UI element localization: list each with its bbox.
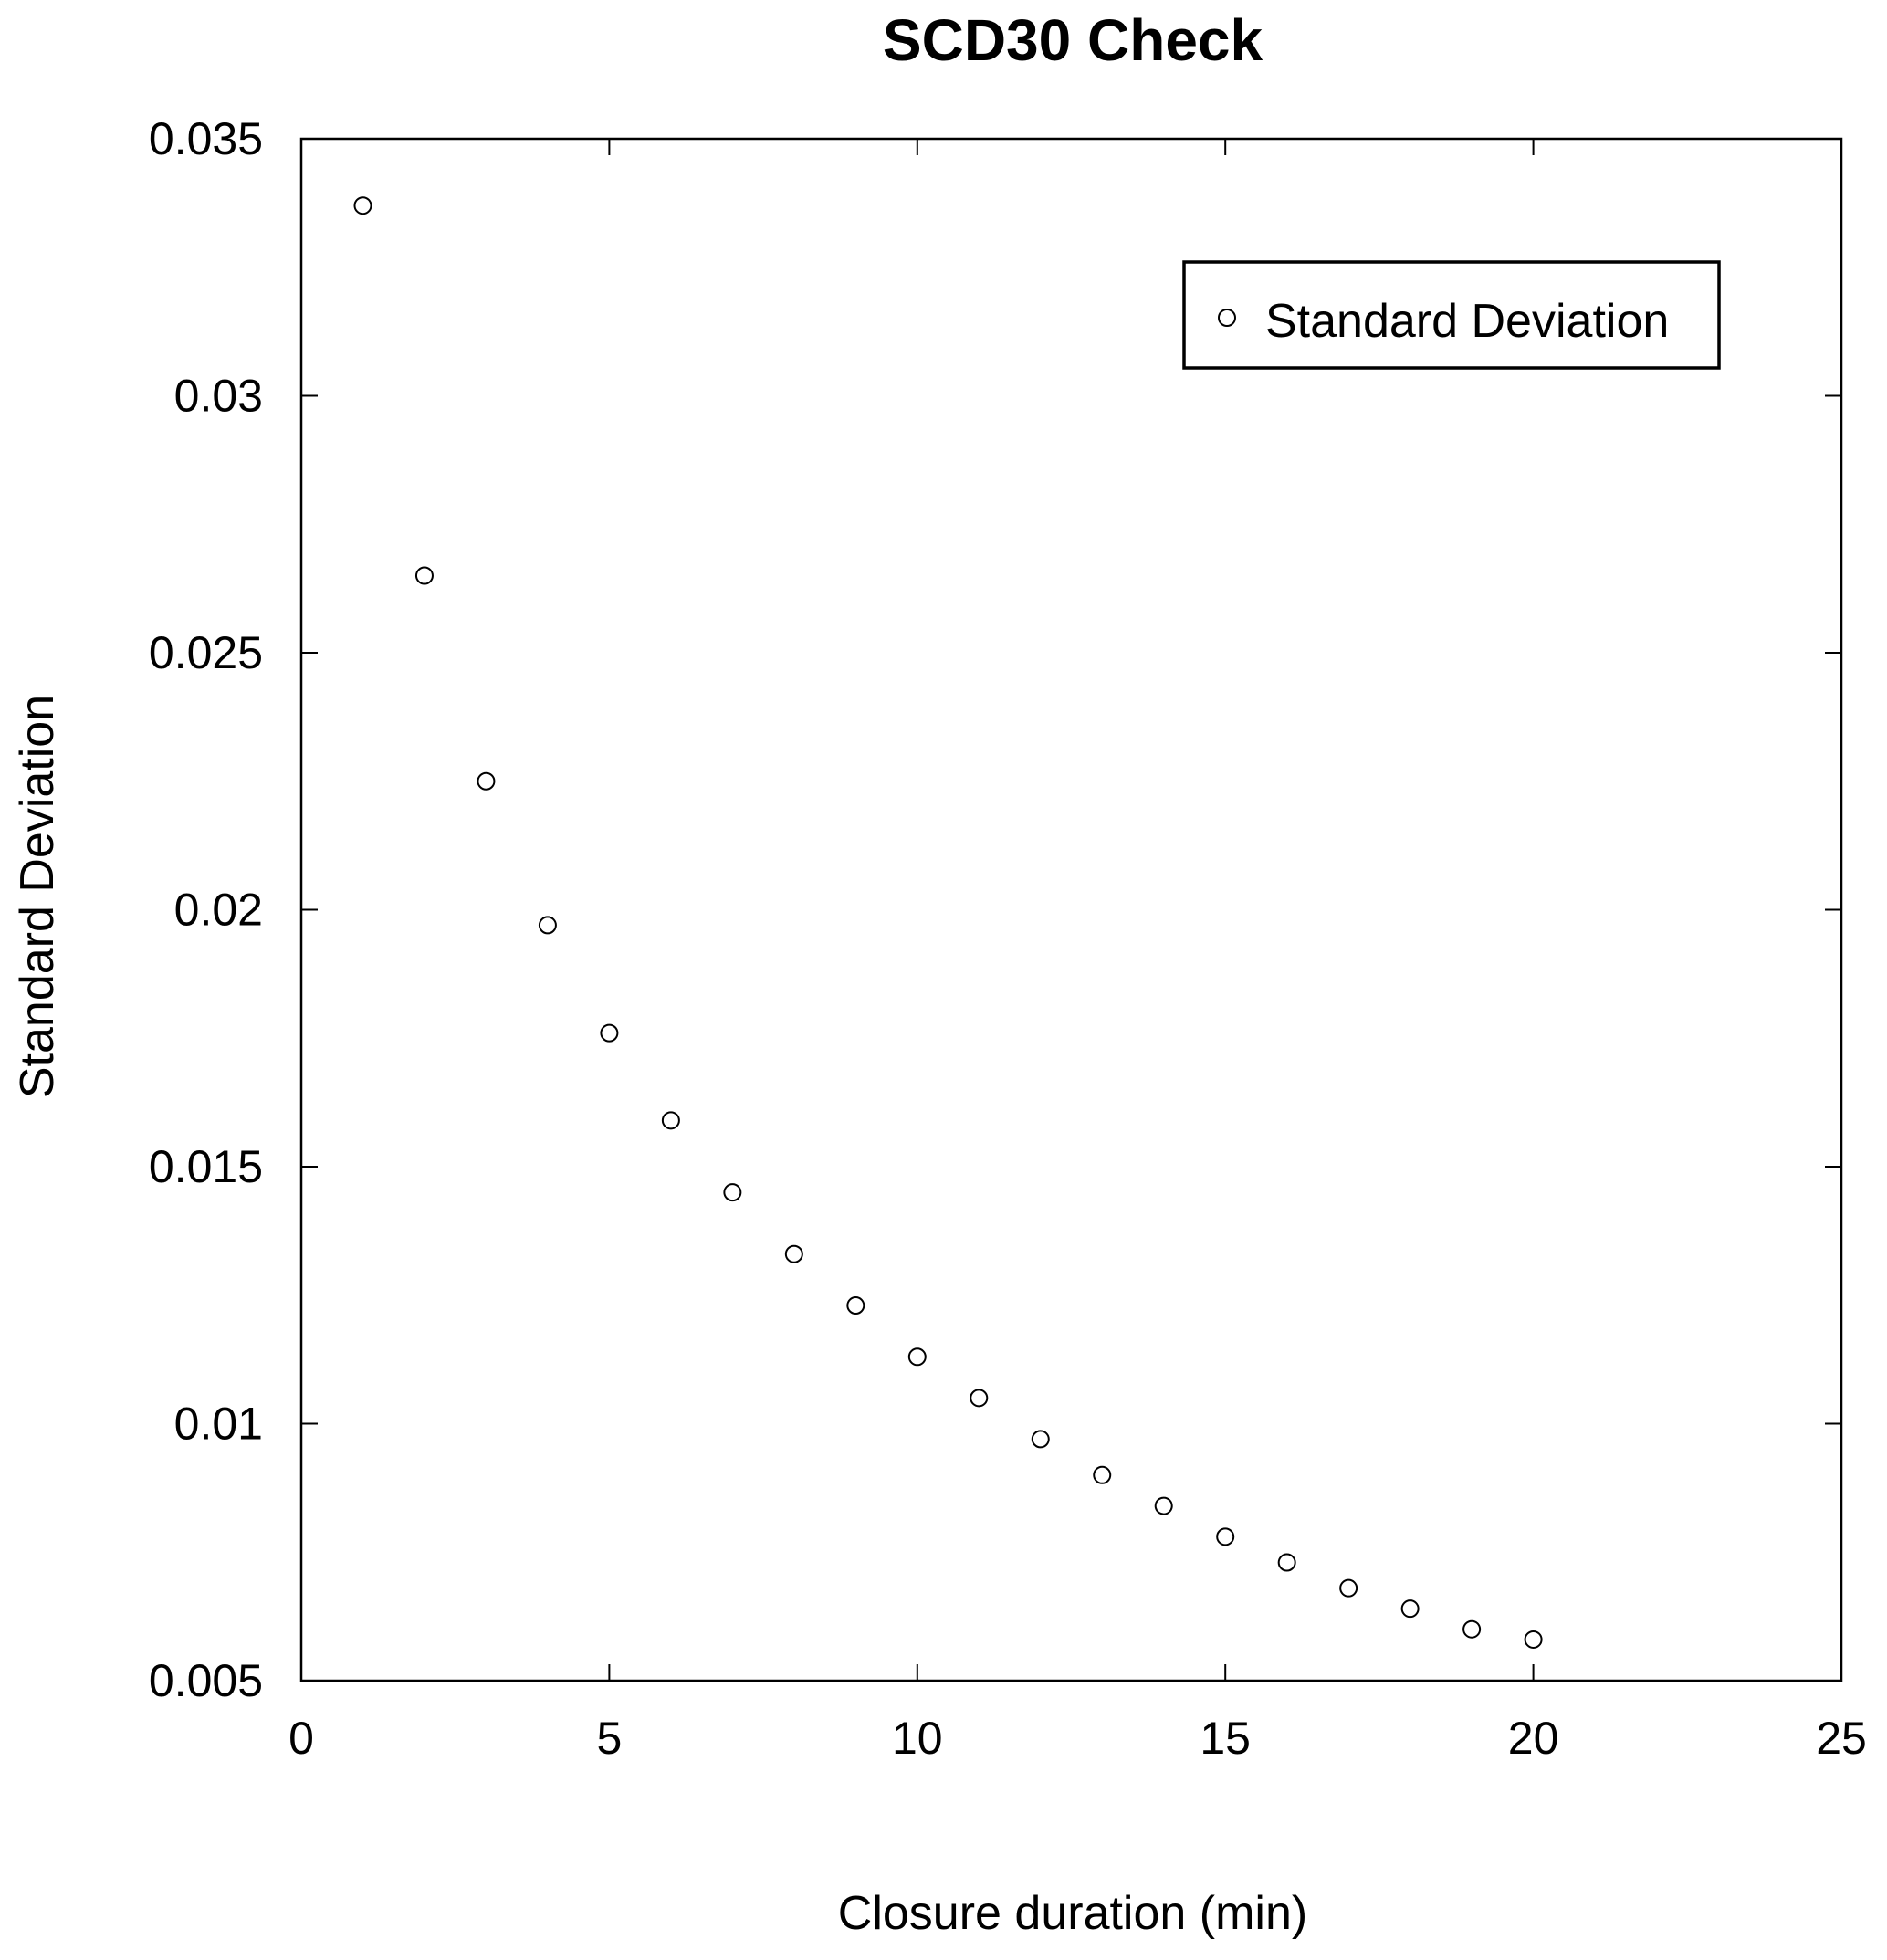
data-point xyxy=(1277,1553,1296,1572)
data-point xyxy=(538,916,557,935)
data-point xyxy=(723,1183,742,1202)
legend-marker-icon xyxy=(1218,309,1236,327)
x-tick-label: 25 xyxy=(1816,1713,1867,1764)
data-point xyxy=(1400,1599,1420,1619)
y-tick-label: 0.005 xyxy=(149,1655,263,1706)
chart-title: SCD30 Check xyxy=(883,7,1263,73)
x-tick-label: 0 xyxy=(288,1713,314,1764)
legend: Standard Deviation xyxy=(1182,260,1721,370)
data-point xyxy=(970,1389,989,1408)
data-point xyxy=(1154,1496,1173,1515)
x-tick-label: 10 xyxy=(892,1713,943,1764)
x-tick-label: 15 xyxy=(1200,1713,1251,1764)
data-point xyxy=(414,566,434,585)
data-point xyxy=(477,771,496,791)
x-axis-ticks: 0 5 10 15 20 25 xyxy=(288,139,1867,1764)
data-point xyxy=(1031,1430,1050,1449)
legend-box xyxy=(1182,260,1721,370)
data-points xyxy=(353,196,1543,1649)
plot-area xyxy=(299,137,1843,1682)
data-point xyxy=(846,1296,865,1315)
data-point xyxy=(1462,1619,1482,1639)
data-point xyxy=(907,1347,927,1367)
x-axis-label: Closure duration (min) xyxy=(838,1887,1307,1940)
data-point xyxy=(1216,1527,1235,1546)
data-point xyxy=(1524,1630,1543,1649)
y-tick-label: 0.035 xyxy=(149,113,263,164)
y-tick-label: 0.025 xyxy=(149,627,263,678)
x-tick-label: 5 xyxy=(596,1713,622,1764)
plot-frame xyxy=(299,137,1843,1682)
data-point xyxy=(1339,1578,1358,1598)
y-axis-label: Standard Deviation xyxy=(11,695,64,1098)
data-point xyxy=(784,1244,803,1263)
y-tick-label: 0.02 xyxy=(174,885,263,936)
y-tick-label: 0.03 xyxy=(174,371,263,422)
y-tick-label: 0.01 xyxy=(174,1399,263,1450)
data-point xyxy=(600,1023,619,1043)
data-point xyxy=(661,1111,680,1130)
data-point xyxy=(1093,1465,1112,1484)
data-point xyxy=(353,196,372,215)
y-tick-label: 0.015 xyxy=(149,1141,263,1192)
y-axis-ticks: 0.005 0.01 0.015 0.02 0.025 0.03 0.035 xyxy=(149,113,1841,1706)
x-tick-label: 20 xyxy=(1508,1713,1559,1764)
legend-label: Standard Deviation xyxy=(1265,295,1669,348)
